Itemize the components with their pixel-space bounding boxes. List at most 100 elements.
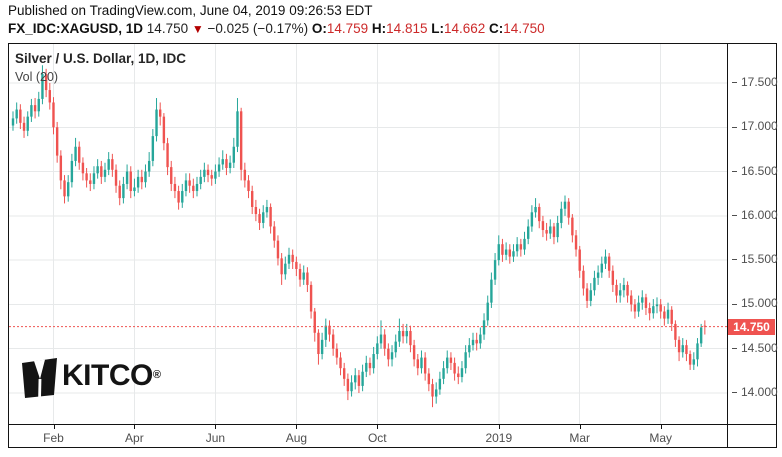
candle <box>596 265 600 285</box>
candle <box>136 169 140 193</box>
candle <box>464 345 467 374</box>
price-tick-label: 16.000 <box>732 208 778 222</box>
price-scale[interactable]: 17.500 17.000 16.500 16.000 15.500 15.000 14.5… <box>728 44 778 424</box>
candle <box>96 159 99 179</box>
candle <box>549 219 552 239</box>
candle <box>67 175 70 202</box>
close-label: C: <box>489 21 504 36</box>
candle <box>251 185 254 215</box>
price-tick-label: 15.000 <box>732 296 778 310</box>
candle <box>254 199 258 222</box>
candle <box>103 162 107 183</box>
time-tick-mark <box>660 425 662 429</box>
candle <box>604 249 607 269</box>
candle <box>361 364 364 392</box>
candle <box>144 164 147 188</box>
candle <box>574 230 578 257</box>
candle <box>210 169 213 186</box>
candle <box>11 111 15 131</box>
candle <box>247 175 250 199</box>
candle <box>147 152 151 177</box>
candle <box>471 332 475 351</box>
candle <box>615 279 618 303</box>
candle <box>685 339 688 362</box>
candle <box>125 164 129 190</box>
candlestick-chart-canvas[interactable] <box>9 44 727 424</box>
candle <box>578 245 581 278</box>
candle <box>523 231 526 255</box>
chart-title: Silver / U.S. Dollar, 1D, IDC <box>15 51 187 66</box>
candle <box>184 173 188 197</box>
candle <box>228 155 232 174</box>
candle <box>659 299 662 319</box>
candle <box>100 160 103 184</box>
candle <box>114 164 118 193</box>
candle <box>89 173 92 192</box>
candle <box>541 215 545 238</box>
candle <box>457 366 460 385</box>
candle <box>170 160 173 192</box>
candle <box>85 168 88 188</box>
time-tick-mark <box>579 425 581 429</box>
candle <box>258 208 261 231</box>
candle <box>118 180 121 206</box>
price-tick-mark <box>732 215 737 217</box>
candle <box>217 157 221 177</box>
price-change-value: −0.025 (−0.17%) <box>207 21 309 36</box>
candle <box>372 346 375 374</box>
high-label: H: <box>371 21 387 36</box>
candle <box>328 320 331 342</box>
candle <box>515 237 519 257</box>
time-axis[interactable]: Feb Apr Jun Aug Oct 2019 Mar May <box>9 425 727 449</box>
close-value: 14.750 <box>503 21 545 36</box>
chart-widget: Silver / U.S. Dollar, 1D, IDC Vol (20) K… <box>8 43 778 449</box>
candle <box>508 244 511 264</box>
candle <box>641 290 644 310</box>
kitco-watermark: KITCO® <box>21 358 161 398</box>
candle <box>206 164 210 183</box>
time-tick-mark <box>498 425 500 429</box>
candle <box>479 327 482 349</box>
candle <box>442 361 445 385</box>
time-tick-label: Apr <box>125 431 144 445</box>
candle <box>703 320 707 335</box>
candle <box>298 263 302 287</box>
registered-mark: ® <box>152 369 161 381</box>
candle <box>52 97 55 135</box>
candle <box>313 307 316 342</box>
candle <box>593 270 596 296</box>
candle <box>453 357 456 381</box>
candle <box>243 162 247 188</box>
time-tick-label: Oct <box>367 431 387 445</box>
price-tick-mark <box>732 348 737 350</box>
candle <box>181 183 184 208</box>
candle <box>195 176 199 197</box>
candle <box>582 265 585 296</box>
candle <box>438 371 442 395</box>
candle <box>504 242 508 261</box>
candle <box>486 295 489 326</box>
candle <box>107 152 110 176</box>
candle <box>670 306 673 331</box>
candle <box>295 256 298 277</box>
candle <box>379 320 383 349</box>
candle <box>92 166 96 190</box>
candle <box>589 283 592 307</box>
price-tick-label: 17.000 <box>732 119 778 133</box>
candle <box>280 253 283 285</box>
time-tick-label: Aug <box>285 431 308 445</box>
candle <box>331 329 335 356</box>
candle <box>122 176 125 204</box>
last-price-value: 14.750 <box>146 21 189 36</box>
candle <box>622 277 626 298</box>
candle <box>468 338 471 358</box>
time-tick-label: 2019 <box>485 431 513 445</box>
candle <box>335 343 339 365</box>
price-tick-mark <box>732 126 737 128</box>
candle <box>177 185 180 210</box>
candle <box>696 338 699 367</box>
candle <box>214 164 217 184</box>
kitco-logo-icon <box>22 358 57 398</box>
candle <box>203 162 206 183</box>
